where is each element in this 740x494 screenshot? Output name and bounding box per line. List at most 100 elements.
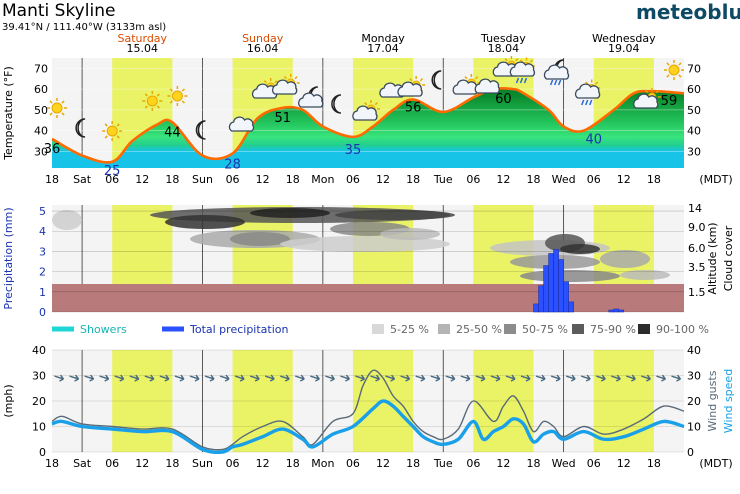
cloud-cover-area bbox=[600, 250, 650, 268]
y-tick-label: 50 bbox=[34, 104, 48, 117]
wind-direction-arrow bbox=[219, 374, 230, 382]
legend-swatch bbox=[572, 324, 584, 334]
cloud-cover-area bbox=[280, 236, 450, 252]
precipitation-bar bbox=[618, 309, 625, 313]
y-tick-label: 0 bbox=[39, 446, 46, 459]
wind-direction-arrow bbox=[385, 374, 396, 382]
legend-swatch bbox=[372, 324, 384, 334]
cloud-cover-area bbox=[165, 215, 245, 229]
sun-cloud-icon bbox=[633, 88, 661, 109]
x-tick-label: Sat bbox=[73, 173, 92, 186]
temperature-label: 44 bbox=[164, 125, 181, 140]
x-tick-label: 12 bbox=[256, 173, 270, 186]
y-tick-label-right: 1.5 bbox=[688, 286, 706, 299]
moon-cloud-icon bbox=[298, 86, 324, 108]
wind-direction-arrow bbox=[671, 374, 682, 382]
rain-cloud-icon bbox=[509, 57, 536, 84]
x-tick-label: Wed bbox=[552, 457, 576, 470]
day-date: 19.04 bbox=[608, 42, 640, 55]
wind-direction-arrow bbox=[99, 374, 110, 382]
wind-direction-arrow bbox=[505, 374, 516, 382]
x-tick-label: 18 bbox=[286, 173, 300, 186]
day-name: Wednesday bbox=[592, 32, 656, 45]
sun-icon bbox=[167, 86, 188, 106]
y-axis-label: Temperature (°F) bbox=[2, 66, 15, 161]
y-tick-label-right: 40 bbox=[687, 344, 701, 357]
wind-direction-arrow bbox=[325, 374, 335, 382]
wind-direction-arrow bbox=[114, 374, 125, 382]
x-tick-label: 12 bbox=[496, 457, 510, 470]
temperature-line bbox=[51, 87, 685, 164]
precipitation-bar bbox=[563, 281, 569, 313]
legend-swatch bbox=[638, 324, 650, 334]
y-tick-label: 5 bbox=[39, 205, 46, 218]
y-axis-label-right-2: Cloud cover bbox=[722, 225, 735, 291]
x-tick-label: Mon bbox=[311, 173, 334, 186]
x-tick-label: 12 bbox=[617, 173, 631, 186]
rain-cloud-icon bbox=[574, 79, 601, 106]
y-tick-label-right: 10 bbox=[687, 421, 701, 434]
day-name: Saturday bbox=[117, 32, 167, 45]
y-tick-label: 4 bbox=[39, 225, 46, 238]
sun-cloud-icon bbox=[271, 74, 300, 95]
moon-icon bbox=[195, 120, 206, 140]
x-tick-label: 12 bbox=[376, 457, 390, 470]
x-tick-label: 18 bbox=[406, 457, 420, 470]
y-axis-label-right: Altitude (km) bbox=[706, 222, 719, 294]
precipitation-bar bbox=[548, 253, 554, 313]
wind-direction-arrow bbox=[430, 374, 441, 382]
wind-direction-arrow bbox=[174, 374, 185, 382]
cloud-cover-area bbox=[380, 228, 440, 240]
sun-icon bbox=[47, 98, 68, 118]
cloud-cover-area bbox=[230, 232, 290, 246]
precipitation-bar bbox=[558, 259, 564, 313]
x-axis-unit: (MDT) bbox=[699, 173, 732, 186]
legend-label: 90-100 % bbox=[656, 323, 709, 336]
cloud-cover-area bbox=[52, 210, 82, 230]
y-tick-label: 10 bbox=[32, 421, 46, 434]
x-tick-label: 06 bbox=[346, 457, 360, 470]
y-tick-label: 3 bbox=[39, 245, 46, 258]
y-tick-label-right: 20 bbox=[687, 395, 701, 408]
day-name: Tuesday bbox=[480, 32, 526, 45]
wind-gusts-line bbox=[51, 369, 685, 451]
precipitation-legend: Showers Total precipitation 5-25 % 25-50 % 5… bbox=[52, 323, 709, 336]
wind-direction-arrow bbox=[475, 374, 486, 382]
y-tick-label-right: 50 bbox=[687, 104, 701, 117]
x-tick-label: 06 bbox=[105, 173, 119, 186]
legend-label: Total precipitation bbox=[189, 323, 289, 336]
legend-swatch bbox=[52, 326, 74, 332]
cloud-cover-area bbox=[335, 210, 455, 220]
wind-direction-arrow bbox=[159, 374, 170, 382]
daylight-band bbox=[112, 350, 173, 452]
y-tick-label-right: 0 bbox=[687, 446, 694, 459]
precipitation-bar bbox=[533, 303, 539, 313]
y-tick-label-right: 70 bbox=[687, 62, 701, 75]
x-tick-label: Tue bbox=[433, 457, 453, 470]
daylight-band bbox=[473, 350, 534, 452]
legend-swatch bbox=[504, 324, 516, 334]
wind-direction-arrow bbox=[445, 374, 456, 382]
y-tick-label-right: 3.5 bbox=[688, 261, 706, 274]
temperature-label: 25 bbox=[104, 164, 121, 179]
y-axis-label-right-2: Wind speed bbox=[722, 369, 735, 433]
x-tick-label: 18 bbox=[165, 173, 179, 186]
precipitation-bar bbox=[543, 265, 549, 313]
x-tick-label: 12 bbox=[496, 173, 510, 186]
wind-direction-arrow bbox=[565, 374, 576, 382]
sun-icon bbox=[663, 60, 684, 80]
precipitation-bar bbox=[568, 301, 574, 313]
wind-direction-arrow bbox=[656, 374, 666, 382]
x-tick-label: Mon bbox=[311, 457, 334, 470]
location-title: Manti Skyline bbox=[2, 1, 115, 21]
x-tick-label: Sat bbox=[73, 457, 92, 470]
location-coords: 39.41°N / 111.40°W (3133m asl) bbox=[2, 22, 166, 33]
y-tick-label: 2 bbox=[39, 266, 46, 279]
legend-label: Showers bbox=[80, 323, 127, 336]
temperature-label: 59 bbox=[661, 94, 678, 109]
wind-direction-arrow bbox=[69, 374, 80, 382]
x-tick-label: 18 bbox=[647, 173, 661, 186]
day-date: 18.04 bbox=[488, 42, 520, 55]
